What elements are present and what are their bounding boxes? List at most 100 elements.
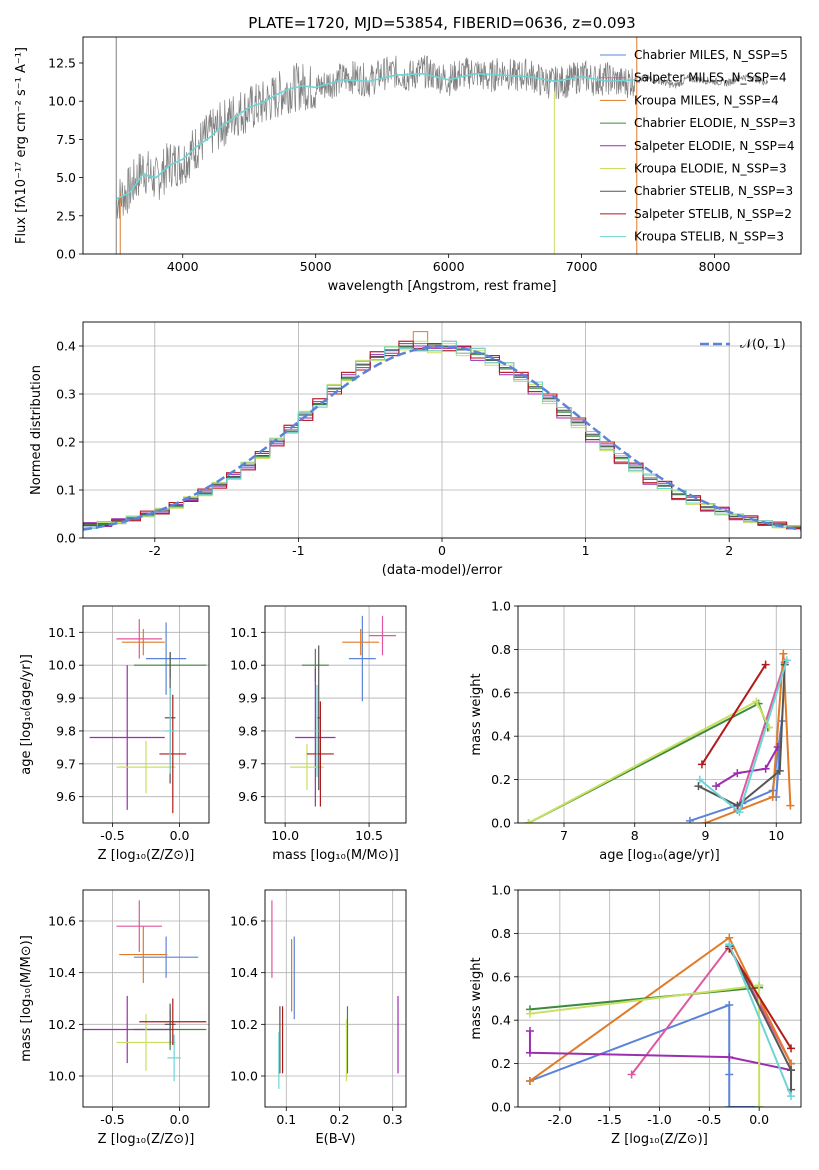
x-tick-label: 5000 bbox=[300, 259, 332, 274]
y-tick-label: 10.0 bbox=[230, 658, 258, 673]
weight-marker bbox=[525, 1009, 534, 1018]
x-tick-label: 10.5 bbox=[355, 828, 383, 843]
axes-frame bbox=[82, 889, 210, 1108]
weight-marker bbox=[779, 649, 788, 658]
weight-marker bbox=[697, 760, 706, 769]
weight-marker bbox=[768, 792, 777, 801]
x-axis-label: wavelength [Angstrom, rest frame] bbox=[328, 279, 557, 294]
y-tick-label: 0.4 bbox=[491, 729, 511, 744]
y-tick-label: 10.6 bbox=[230, 914, 258, 929]
weight-marker bbox=[761, 660, 770, 669]
y-tick-label: 10.0 bbox=[230, 1069, 258, 1084]
y-tick-label: 0.0 bbox=[491, 1100, 511, 1115]
y-tick-label: 10.6 bbox=[48, 914, 76, 929]
y-tick-label: 9.6 bbox=[56, 789, 76, 804]
x-tick-label: -1.5 bbox=[597, 1112, 621, 1127]
residuals-plot-area bbox=[83, 331, 801, 538]
weight-marker bbox=[725, 1053, 734, 1062]
y-tick-label: 5.0 bbox=[56, 170, 76, 185]
axes-frame bbox=[82, 321, 802, 539]
weight-marker bbox=[712, 782, 721, 791]
y-tick-label: 10.4 bbox=[230, 965, 258, 980]
weight-marker bbox=[786, 801, 795, 810]
y-tick-label: 10.1 bbox=[230, 625, 258, 640]
x-tick-label: 0.0 bbox=[170, 1112, 190, 1127]
age-vs-mass-plot-area bbox=[290, 615, 396, 807]
weight-line bbox=[728, 948, 792, 1049]
y-tick-label: 10.0 bbox=[48, 94, 76, 109]
normal-curve-line bbox=[83, 345, 801, 531]
legend-entry: Chabrier ELODIE, N_SSP=3 bbox=[634, 116, 796, 130]
weight-marker bbox=[525, 1027, 534, 1036]
legend-entry: Kroupa MILES, N_SSP=4 bbox=[634, 93, 779, 107]
x-tick-label: 4000 bbox=[167, 259, 199, 274]
x-tick-label: 0.0 bbox=[170, 828, 190, 843]
y-tick-label: 0.0 bbox=[56, 247, 76, 262]
x-axis-label: mass [log₁₀(M/M⊙)] bbox=[272, 848, 399, 863]
y-tick-label: 0.1 bbox=[56, 483, 76, 498]
weight-marker bbox=[755, 981, 764, 990]
x-axis-label: Z [log₁₀(Z/Z⊙)] bbox=[98, 848, 195, 863]
y-tick-label: 0.4 bbox=[491, 1013, 511, 1028]
weight-marker bbox=[525, 1048, 534, 1057]
weight-line bbox=[528, 700, 771, 823]
y-axis-label: Normed distribution bbox=[29, 365, 44, 495]
y-tick-label: 0.2 bbox=[491, 1056, 511, 1071]
weight-line bbox=[529, 984, 761, 1107]
weight-marker bbox=[775, 766, 784, 775]
weight-marker bbox=[761, 764, 770, 773]
y-tick-label: 10.2 bbox=[230, 1017, 258, 1032]
x-tick-label: 10.0 bbox=[271, 828, 299, 843]
weight-marker bbox=[733, 801, 742, 810]
legend-entry: 𝒩(0, 1) bbox=[740, 336, 786, 351]
weight-marker bbox=[787, 1066, 796, 1075]
x-tick-label: -0.5 bbox=[100, 828, 124, 843]
legend-entry: Salpeter MILES, N_SSP=4 bbox=[634, 71, 787, 85]
panel-age-vs-mass: 10.0 10.5 9.6 9.7 9.8 9.9 10.0 10.1 mass [log₁₀(… bbox=[230, 605, 407, 863]
weight-marker bbox=[725, 1103, 734, 1107]
y-tick-label: 9.7 bbox=[238, 756, 258, 771]
y-tick-label: 0.2 bbox=[56, 435, 76, 450]
weight-vs-age-plot-area bbox=[524, 649, 795, 823]
y-axis-label: age [log₁₀(age/yr)] bbox=[19, 654, 34, 775]
y-tick-label: 10.4 bbox=[48, 965, 76, 980]
x-tick-label: -1.0 bbox=[647, 1112, 671, 1127]
weight-vs-Z-plot-area bbox=[525, 933, 796, 1107]
y-tick-label: 9.8 bbox=[238, 723, 258, 738]
weight-marker bbox=[525, 1076, 534, 1085]
y-axis-label: mass weight bbox=[469, 957, 484, 1039]
weight-marker bbox=[787, 1092, 796, 1101]
x-tick-label: 2 bbox=[725, 543, 733, 558]
legend-entry: Chabrier MILES, N_SSP=5 bbox=[634, 48, 788, 62]
x-tick-label: 0 bbox=[438, 543, 446, 558]
legend-entry: Kroupa ELODIE, N_SSP=3 bbox=[634, 162, 787, 176]
x-tick-label: 7 bbox=[560, 828, 568, 843]
y-tick-label: 9.7 bbox=[56, 756, 76, 771]
legend-entry: Salpeter ELODIE, N_SSP=4 bbox=[634, 139, 795, 153]
y-tick-label: 0.8 bbox=[491, 926, 511, 941]
weight-marker bbox=[685, 816, 694, 823]
y-tick-label: 0.6 bbox=[491, 969, 511, 984]
y-tick-label: 9.8 bbox=[56, 723, 76, 738]
y-axis-label: mass weight bbox=[469, 673, 484, 755]
weight-line bbox=[736, 662, 786, 811]
weight-marker bbox=[725, 1001, 734, 1010]
x-tick-label: 8000 bbox=[699, 259, 731, 274]
spectrum-plot-area bbox=[115, 37, 769, 254]
x-tick-label: -2.0 bbox=[548, 1112, 572, 1127]
axes-frame bbox=[82, 605, 210, 824]
axes-frame bbox=[264, 605, 407, 824]
x-tick-label: 6000 bbox=[433, 259, 465, 274]
y-tick-label: 0.8 bbox=[491, 642, 511, 657]
x-tick-label: -0.5 bbox=[697, 1112, 721, 1127]
panel-age-vs-Z: -0.5 0.0 9.6 9.7 9.8 9.9 10.0 10.1 Z [log₁₀(Z/Z⊙… bbox=[19, 605, 210, 863]
y-tick-label: 0.0 bbox=[491, 816, 511, 831]
y-tick-label: 2.5 bbox=[56, 208, 76, 223]
legend-entry: Salpeter STELIB, N_SSP=2 bbox=[634, 207, 792, 221]
x-axis-label: (data-model)/error bbox=[382, 563, 503, 578]
weight-marker bbox=[524, 819, 533, 823]
weight-marker bbox=[782, 656, 791, 665]
weight-marker bbox=[725, 1070, 734, 1079]
axes-frame bbox=[82, 36, 802, 255]
